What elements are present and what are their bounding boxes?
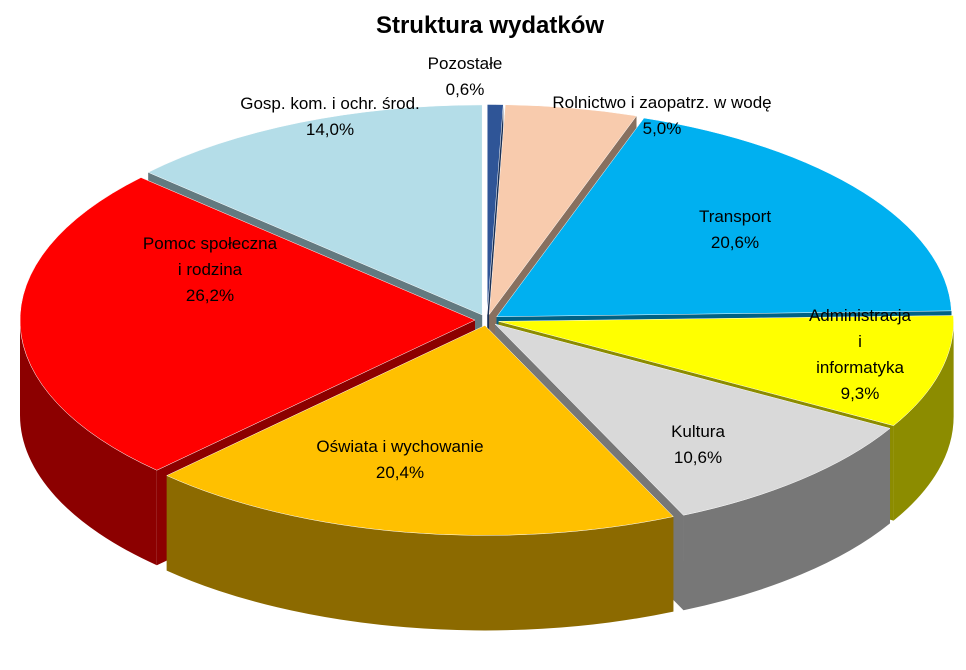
value-label: 5,0%: [642, 119, 682, 138]
slice-label: Rolnictwo i zaopatrz. w wodę 5,0%: [552, 90, 771, 142]
slice: [147, 104, 483, 316]
category-label: Gosp. kom. i ochr. środ.: [240, 94, 420, 113]
slice-label: Oświata i wychowanie 20,4%: [316, 434, 483, 486]
category-label: Pozostałe: [427, 54, 503, 73]
value-label: 14,0%: [305, 120, 355, 139]
slice-label: Pozostałe 0,6%: [428, 51, 503, 103]
slice-label: Administracja i informatyka 9,3%: [807, 303, 913, 407]
category-label: Transport: [698, 207, 772, 226]
value-label: 20,6%: [710, 233, 760, 252]
slice: [19, 177, 476, 471]
category-label: Oświata i wychowanie: [316, 437, 484, 456]
slice-side: [166, 475, 674, 631]
slice-label: Gosp. kom. i ochr. środ. 14,0%: [240, 91, 420, 143]
slice-label: Kultura 10,6%: [671, 419, 725, 471]
value-label: 9,3%: [840, 384, 880, 403]
slice: [486, 104, 504, 315]
slice: [494, 323, 891, 516]
value-label: 10,6%: [673, 448, 723, 467]
slice-label: Transport 20,6%: [699, 204, 771, 256]
value-label: 20,4%: [375, 463, 425, 482]
category-label: Pomoc społeczna i rodzina: [142, 234, 278, 279]
slice-side: [893, 321, 954, 521]
category-label: Administracja i informatyka: [808, 306, 912, 377]
category-label: Rolnictwo i zaopatrz. w wodę: [552, 93, 772, 112]
slice: [488, 104, 637, 316]
slice-side: [683, 428, 891, 611]
slice: [496, 117, 952, 317]
slice-side: [20, 320, 157, 566]
value-label: 26,2%: [185, 286, 235, 305]
slice: [166, 325, 674, 536]
slice: [498, 315, 954, 426]
category-label: Kultura: [671, 422, 725, 441]
chart-title: Struktura wydatków: [375, 12, 605, 39]
value-label: 0,6%: [445, 80, 485, 99]
slice-label: Pomoc społeczna i rodzina 26,2%: [143, 231, 277, 309]
